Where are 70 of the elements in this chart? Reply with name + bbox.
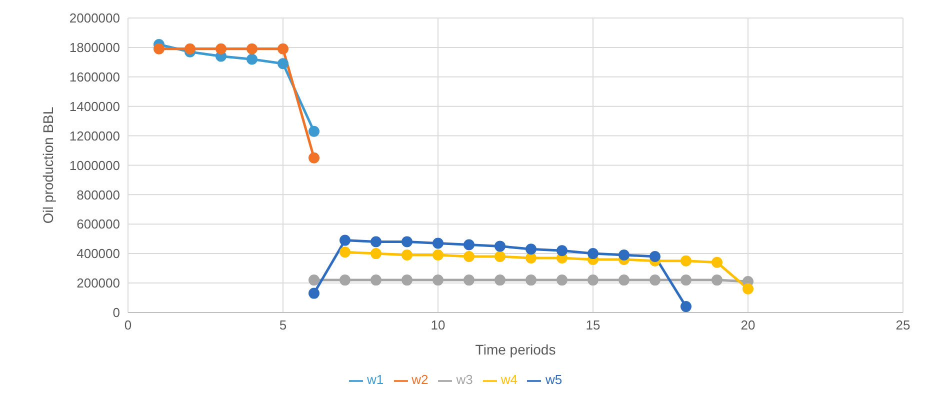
y-tick-label: 200000 (76, 276, 120, 291)
point (370, 236, 382, 248)
point (154, 43, 164, 54)
point (402, 274, 412, 286)
point (308, 288, 320, 299)
y-tick-label: 1000000 (69, 158, 120, 173)
y-tick-label: 1600000 (69, 70, 120, 84)
point (464, 250, 474, 262)
y-tick-label: 0 (112, 305, 120, 320)
point (680, 255, 692, 266)
point (618, 250, 630, 261)
point (680, 274, 692, 286)
point (712, 274, 722, 286)
y-tick-label: 600000 (76, 216, 120, 232)
point (464, 239, 474, 250)
point (308, 126, 320, 137)
x-axis-title: Time periods (475, 341, 556, 358)
point (216, 43, 226, 54)
point (526, 244, 536, 255)
point (340, 234, 350, 246)
point (246, 43, 258, 54)
x-tick-label: 15 (586, 318, 600, 333)
point (184, 43, 196, 54)
legend-label: w4 (500, 372, 518, 388)
y-tick-label: 1400000 (69, 98, 120, 114)
legend-label: w5 (545, 372, 562, 388)
x-tick-label: 10 (430, 318, 446, 333)
point (526, 252, 536, 264)
point (402, 236, 412, 248)
point (494, 240, 506, 252)
y-tick-label: 2000000 (69, 10, 120, 26)
point (680, 301, 692, 312)
y-tick-label: 400000 (76, 246, 120, 262)
point (278, 58, 288, 70)
y-tick-label: 800000 (76, 187, 120, 202)
point (432, 274, 444, 286)
point (370, 248, 382, 260)
point (308, 152, 320, 164)
point (588, 248, 598, 260)
legend-label: w2 (412, 372, 428, 388)
point (526, 274, 536, 286)
legend-label: w3 (456, 372, 473, 388)
point (650, 250, 660, 262)
point (370, 274, 382, 286)
x-tick-label: 20 (740, 318, 756, 333)
x-tick-label: 0 (124, 318, 132, 333)
point (556, 274, 568, 286)
point (494, 274, 506, 286)
point (588, 274, 598, 286)
point (432, 238, 444, 249)
x-tick-label: 5 (279, 318, 287, 333)
point (340, 246, 350, 258)
point (464, 274, 474, 286)
y-tick-label: 1200000 (69, 128, 120, 144)
point (402, 250, 412, 261)
point (432, 250, 444, 261)
point (278, 43, 288, 54)
point (308, 274, 320, 286)
y-axis-title: Oil production BBL (40, 106, 56, 224)
point (494, 250, 506, 262)
point (650, 274, 660, 286)
point (742, 283, 754, 294)
y-tick-label: 1800000 (69, 40, 120, 56)
x-tick-label: 25 (896, 318, 910, 333)
point (618, 274, 630, 286)
legend-label: w1 (366, 372, 384, 388)
point (246, 54, 258, 65)
point (340, 274, 350, 286)
point (556, 245, 568, 256)
point (712, 256, 722, 268)
